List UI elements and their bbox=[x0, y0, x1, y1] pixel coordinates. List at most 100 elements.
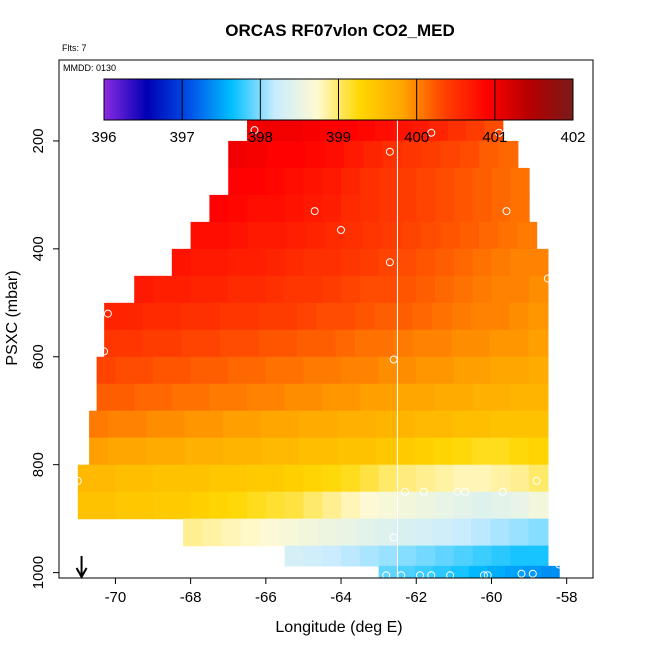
heatmap-cell bbox=[134, 464, 154, 493]
observation-point bbox=[100, 347, 109, 356]
heatmap-cell bbox=[316, 329, 337, 358]
heatmap-cell bbox=[265, 248, 286, 277]
heatmap-cell bbox=[510, 356, 530, 385]
heatmap-cell bbox=[468, 565, 488, 578]
heatmap-cell bbox=[453, 491, 474, 520]
heatmap-cell bbox=[489, 329, 510, 358]
observation-point bbox=[416, 571, 424, 578]
heatmap-cell bbox=[394, 437, 415, 466]
heatmap-cell bbox=[452, 437, 473, 466]
y-axis: 200 400 600 800 1000 bbox=[30, 128, 60, 589]
heatmap-cell bbox=[528, 437, 549, 466]
observation-point bbox=[401, 487, 409, 496]
observation-point bbox=[389, 533, 398, 542]
heatmap-cell bbox=[396, 565, 416, 578]
heatmap-cell bbox=[325, 221, 345, 250]
heatmap-cell bbox=[541, 565, 560, 578]
heatmap-cell bbox=[239, 329, 260, 358]
heatmap-cell bbox=[77, 491, 98, 520]
heatmap-cell bbox=[374, 329, 395, 358]
heatmap-cell bbox=[459, 140, 480, 169]
heatmap-cell bbox=[355, 518, 376, 547]
heatmap-cell bbox=[341, 194, 361, 223]
heatmap-cell bbox=[221, 518, 242, 547]
heatmap-cell bbox=[472, 356, 493, 385]
heatmap-cell bbox=[209, 194, 229, 223]
heatmap-cell bbox=[491, 194, 511, 223]
heatmap-cell bbox=[359, 194, 380, 223]
heatmap-cell bbox=[416, 167, 436, 196]
heatmap-cell bbox=[453, 167, 474, 196]
heatmap-cell bbox=[432, 329, 452, 358]
observation-point bbox=[555, 560, 564, 569]
surface-arrow-marker bbox=[75, 556, 88, 580]
heatmap-cell bbox=[239, 302, 260, 331]
heatmap-cell bbox=[303, 167, 323, 196]
heatmap-cell bbox=[479, 140, 500, 169]
heatmap-cell bbox=[247, 275, 267, 304]
heatmap-cell bbox=[378, 167, 399, 196]
observation-point bbox=[250, 126, 259, 135]
heatmap-cell bbox=[394, 410, 415, 439]
flights-label: Flts: 7 bbox=[62, 43, 87, 53]
heatmap-cell bbox=[375, 518, 395, 547]
x-axis: -70 -68 -66 -64 -62 -60 -58 bbox=[105, 577, 578, 606]
heatmap-cell bbox=[375, 410, 396, 439]
colorbar-tick-label: 400 bbox=[404, 129, 429, 146]
heatmap-cell bbox=[435, 248, 455, 277]
heatmap-cell bbox=[363, 140, 384, 169]
heatmap-cell bbox=[190, 383, 211, 412]
x-tick-label: -60 bbox=[481, 589, 503, 606]
heatmap-cell bbox=[297, 329, 317, 358]
heatmap-cell bbox=[228, 383, 248, 412]
heatmap-cell bbox=[453, 464, 474, 493]
heatmap-cell bbox=[440, 140, 461, 169]
y-axis-label: PSXC (mbar) bbox=[4, 270, 21, 365]
heatmap-cell bbox=[359, 383, 380, 412]
heatmap-cell bbox=[228, 464, 248, 493]
heatmap-cell bbox=[209, 221, 230, 250]
heatmap-cell bbox=[108, 410, 128, 439]
heatmap-cell bbox=[393, 329, 414, 358]
heatmap-cell bbox=[203, 437, 224, 466]
heatmap-cell bbox=[529, 383, 549, 412]
heatmap-cell bbox=[228, 491, 248, 520]
heatmap-cell bbox=[153, 356, 173, 385]
heatmap-cell bbox=[284, 491, 305, 520]
heatmap-cell bbox=[247, 113, 266, 142]
heatmap-cell bbox=[433, 437, 453, 466]
heatmap-cell bbox=[301, 113, 321, 142]
heatmap-cell bbox=[491, 167, 511, 196]
heatmap-cell bbox=[341, 491, 361, 520]
colorbar-ticks: 396 397 398 399 400 401 402 bbox=[91, 79, 586, 146]
heatmap-cell bbox=[209, 248, 229, 277]
heatmap-cell bbox=[303, 464, 323, 493]
heatmap-cell bbox=[435, 194, 455, 223]
heatmap-cell bbox=[265, 356, 286, 385]
heatmap-cell bbox=[472, 545, 493, 567]
heatmap-cell bbox=[359, 491, 380, 520]
heatmap-cell bbox=[146, 437, 167, 466]
heatmap-cell bbox=[529, 491, 549, 520]
heatmap-cell bbox=[265, 491, 286, 520]
heatmap-cell bbox=[115, 491, 135, 520]
heatmap-cell bbox=[491, 545, 511, 567]
heatmap-cell bbox=[378, 194, 399, 223]
heatmap-cell bbox=[134, 275, 154, 304]
heatmap-cell bbox=[183, 518, 203, 547]
heatmap-cell bbox=[402, 221, 422, 250]
heatmap-cell bbox=[115, 356, 135, 385]
heatmap-cell bbox=[435, 491, 455, 520]
heatmap-cell bbox=[491, 464, 511, 493]
heatmap-cell bbox=[134, 383, 154, 412]
heatmap-cell bbox=[451, 302, 472, 331]
heatmap-cell bbox=[162, 329, 182, 358]
heatmap-cell bbox=[305, 140, 326, 169]
heatmap-cell bbox=[324, 140, 345, 169]
heatmap-cell bbox=[341, 383, 361, 412]
heatmap-cell bbox=[359, 356, 380, 385]
heatmap-cell bbox=[277, 302, 298, 331]
heatmap-cell bbox=[219, 302, 240, 331]
heatmap-cell bbox=[153, 464, 173, 493]
